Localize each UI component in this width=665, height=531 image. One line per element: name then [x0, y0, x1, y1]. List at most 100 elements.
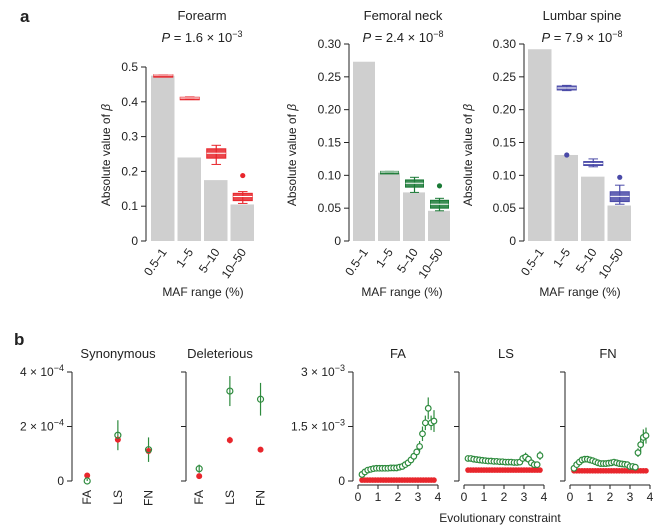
y-tick-label: 0.15: [318, 136, 342, 150]
chart-title: Synonymous: [80, 346, 156, 361]
x-axis-label: MAF range (%): [361, 285, 442, 299]
x-tick-label: 0: [461, 490, 468, 504]
x-tick-label: 0.5–1: [141, 245, 170, 278]
bar: [353, 61, 375, 242]
bar: [428, 210, 450, 241]
bar: [378, 172, 400, 241]
bar: [230, 204, 254, 241]
chart-title: Forearm: [177, 8, 226, 23]
y-tick-label: 0.25: [318, 70, 342, 84]
y-tick-label: 0.4: [121, 95, 138, 109]
panel-letter-a: a: [20, 7, 30, 26]
box-outlier: [436, 183, 443, 189]
y-tick-label: 0.15: [493, 136, 517, 150]
chart-ls: LS 0 1 2 3 4: [454, 346, 548, 504]
chart-title: FN: [599, 346, 616, 361]
x-tick-label: 1: [481, 490, 488, 504]
box: [232, 192, 253, 202]
point-green: [413, 448, 421, 456]
x-tick-label: 1: [375, 490, 382, 504]
bar: [554, 154, 578, 241]
chart-femoral-neck: Femoral neck P = 2.4 × 10−8 0 0.05 0.10 0.15 0…: [285, 8, 450, 299]
x-tick-label: 2: [395, 490, 402, 504]
bar: [204, 180, 228, 241]
x-tick-label: 0.5–1: [518, 245, 547, 278]
bar: [403, 192, 425, 241]
x-tick-label: 0: [567, 490, 574, 504]
bar: [607, 205, 631, 241]
point-green: [256, 395, 265, 403]
y-axis-label: Absolute value of β: [285, 104, 299, 206]
x-tick-label: 1–5: [550, 245, 573, 270]
y-tick-label: 3 × 10−3: [301, 363, 345, 379]
chart-synonymous: Synonymous 0 2 × 10−4 4 × 10−4 FA LS FN: [20, 346, 156, 506]
y-tick-label: 0.05: [493, 201, 517, 215]
point-green: [83, 477, 91, 485]
p-value-label: P = 1.6 × 10−3: [161, 29, 242, 45]
point-green: [536, 452, 544, 459]
point-green: [114, 431, 122, 439]
point-green: [642, 432, 650, 439]
x-tick-label: 4: [647, 490, 654, 504]
y-tick-label: 4 × 10−4: [20, 363, 64, 379]
x-tick-label: FA: [80, 490, 94, 505]
point-red: [643, 468, 649, 474]
bar: [581, 176, 605, 241]
y-axis-label: Absolute value of β: [99, 104, 113, 206]
y-tick-label: 0.3: [121, 130, 138, 144]
x-tick-label: 0: [355, 490, 362, 504]
y-tick-label: 0: [334, 234, 341, 248]
x-tick-label: 4: [541, 490, 548, 504]
y-tick-label: 0.05: [318, 201, 342, 215]
x-tick-label: FN: [142, 490, 156, 506]
x-tick-label: 10–50: [415, 245, 446, 281]
x-axis-label: MAF range (%): [162, 285, 243, 299]
point-green: [631, 463, 639, 471]
chart-deleterious: Deleterious FA LS FN: [181, 346, 268, 506]
y-tick-label: 0.30: [493, 37, 517, 51]
y-tick-label: 0: [338, 474, 345, 488]
panel-letter-b: b: [14, 330, 24, 349]
chart-lumbar-spine: Lumbar spine P = 7.9 × 10−8 0 0.05 0.10 0.15 0…: [461, 8, 631, 299]
x-tick-label: LS: [223, 490, 237, 505]
x-axis-label: Evolutionary constraint: [439, 511, 561, 525]
point-green: [421, 419, 429, 427]
chart-title: Lumbar spine: [543, 8, 622, 23]
point-green: [533, 461, 541, 469]
point-red: [84, 472, 91, 479]
y-tick-label: 0: [509, 234, 516, 248]
point-green: [144, 446, 153, 454]
y-tick-label: 0.2: [121, 164, 138, 178]
y-tick-label: 0.20: [493, 103, 517, 117]
x-tick-label: 3: [415, 490, 422, 504]
point-red: [431, 477, 437, 483]
y-tick-label: 0.10: [493, 168, 517, 182]
box-outlier: [240, 172, 246, 179]
box: [179, 96, 200, 101]
y-tick-label: 0.30: [318, 37, 342, 51]
y-axis-label: Absolute value of β: [461, 104, 475, 206]
y-tick-label: 0.25: [493, 70, 517, 84]
point-green: [416, 443, 424, 450]
y-tick-label: 0.10: [318, 168, 342, 182]
chart-title: FA: [390, 346, 406, 361]
x-tick-label: LS: [111, 490, 125, 505]
point-green: [419, 430, 426, 438]
x-tick-label: FN: [254, 490, 268, 506]
y-tick-label: 0.20: [318, 103, 342, 117]
x-tick-label: 1–5: [173, 245, 196, 270]
point-green: [195, 465, 203, 473]
chart-forearm: Forearm P = 1.6 × 10−3 0 0.1 0.2 0.3 0.4 0.5 Abs…: [99, 8, 254, 299]
box-outlier: [617, 174, 623, 180]
x-tick-label: 3: [627, 490, 634, 504]
x-tick-label: 0.5–1: [342, 245, 371, 278]
x-tick-label: 2: [607, 490, 614, 504]
x-tick-label: 1–5: [373, 245, 396, 270]
chart-title: Deleterious: [187, 346, 253, 361]
box-outlier: [564, 152, 570, 158]
chart-title: Femoral neck: [364, 8, 443, 23]
x-tick-label: 10–50: [596, 245, 627, 281]
point-green: [424, 404, 432, 412]
